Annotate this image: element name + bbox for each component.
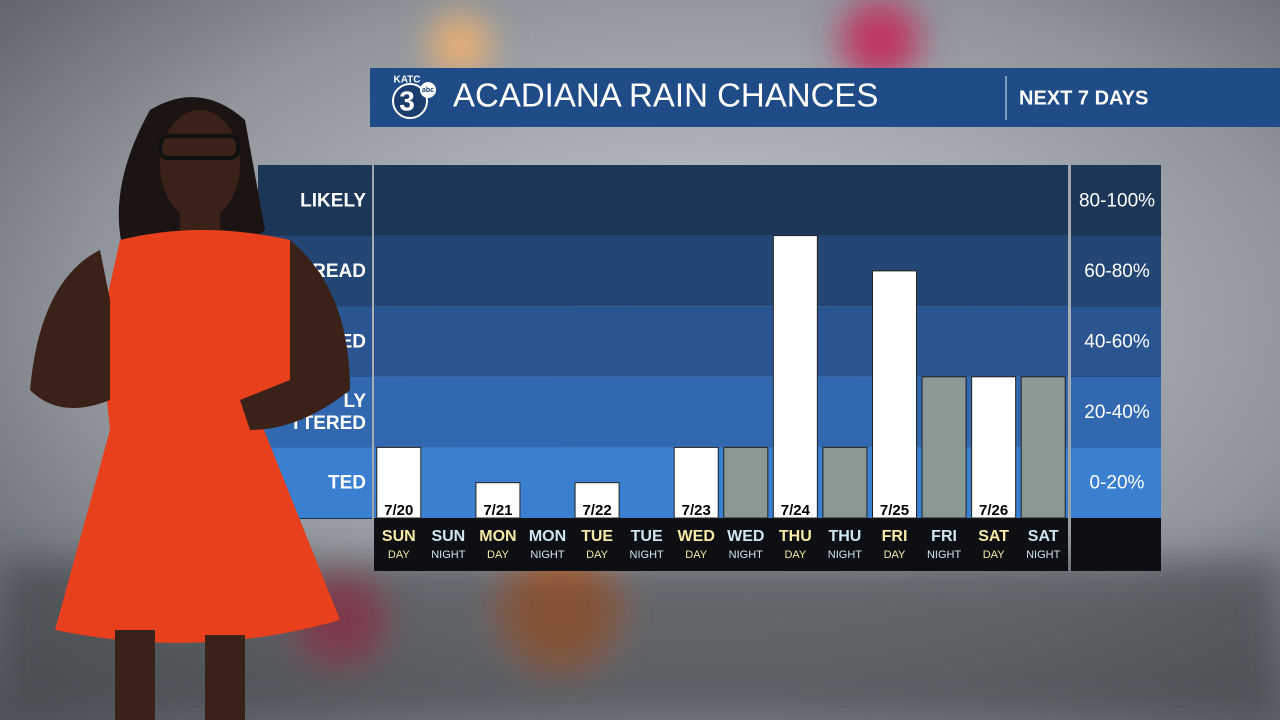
band-name: TED — [328, 473, 366, 494]
x-tick-sublabel: NIGHT — [431, 549, 466, 561]
x-tick-label: SUN — [431, 528, 465, 545]
band — [374, 235, 1068, 307]
bar — [475, 482, 521, 519]
band-range-bg — [1071, 306, 1161, 377]
band-range-bg — [1071, 447, 1161, 518]
date-label: 7/21 — [483, 502, 512, 519]
x-tick-sublabel: DAY — [983, 549, 1005, 561]
x-tick-label: SAT — [1028, 528, 1059, 545]
band-name: READ — [312, 261, 366, 282]
date-label: 7/22 — [582, 502, 611, 519]
date-label: 7/23 — [682, 502, 711, 519]
category-row — [374, 518, 1068, 571]
x-tick-label: TUE — [581, 528, 613, 545]
band-range-bg — [1071, 376, 1161, 448]
band-range-label: 20-40% — [1084, 402, 1150, 423]
bar — [772, 235, 818, 519]
bar — [673, 446, 719, 519]
x-tick-label: TUE — [631, 528, 663, 545]
band — [374, 306, 1068, 377]
chart-title: ACADIANA RAIN CHANCES — [453, 77, 878, 114]
x-tick-label: MON — [479, 528, 516, 545]
x-tick-sublabel: DAY — [685, 549, 707, 561]
date-label: 7/20 — [384, 502, 413, 519]
x-tick-sublabel: NIGHT — [530, 549, 565, 561]
bar — [971, 376, 1017, 519]
x-tick-label: THU — [779, 528, 812, 545]
x-tick-label: FRI — [882, 528, 908, 545]
date-label: 7/25 — [880, 502, 909, 519]
x-tick-label: FRI — [931, 528, 957, 545]
band-name: TTERED — [290, 413, 366, 434]
x-tick-label: SAT — [978, 528, 1009, 545]
x-tick-sublabel: DAY — [784, 549, 806, 561]
period-label: NEXT 7 DAYS — [1019, 87, 1148, 109]
logo-circle — [392, 83, 428, 119]
date-label: 7/24 — [781, 502, 811, 519]
bar — [822, 446, 868, 519]
x-tick-sublabel: DAY — [388, 549, 410, 561]
x-tick-sublabel: NIGHT — [927, 549, 962, 561]
x-tick-sublabel: DAY — [586, 549, 608, 561]
band-name: LIKELY — [300, 190, 366, 211]
band-name-bg — [258, 165, 372, 236]
x-tick-sublabel: NIGHT — [729, 549, 764, 561]
bar — [921, 376, 967, 519]
logo-top: KATC — [393, 75, 420, 86]
date-label: 7/26 — [979, 502, 1008, 519]
bar — [723, 446, 769, 519]
chart: 0-20%TED20-40%LYTTERED40-60%ED60-80%READ… — [258, 165, 1161, 561]
presenter — [30, 97, 350, 720]
band — [374, 165, 1068, 236]
bar — [872, 270, 917, 519]
band-range-bg — [1071, 235, 1161, 307]
x-tick-label: MON — [529, 528, 566, 545]
x-tick-sublabel: NIGHT — [1026, 549, 1061, 561]
band-range-label: 80-100% — [1079, 190, 1155, 211]
band-range-label: 40-60% — [1084, 332, 1150, 353]
band-range-bg — [1071, 165, 1161, 236]
x-tick-label: THU — [828, 528, 861, 545]
x-tick-sublabel: DAY — [884, 549, 906, 561]
bar — [1020, 376, 1066, 519]
bar — [376, 446, 422, 519]
x-tick-label: WED — [727, 528, 764, 545]
logo-number: 3 — [399, 85, 415, 116]
x-tick-label: SUN — [382, 528, 416, 545]
x-tick-sublabel: DAY — [487, 549, 509, 561]
logo-network: abc — [422, 87, 434, 94]
x-tick-sublabel: NIGHT — [630, 549, 665, 561]
logo-network-circle — [420, 82, 436, 98]
bar — [574, 482, 620, 519]
band-range-label: 60-80% — [1084, 261, 1150, 282]
x-tick-sublabel: NIGHT — [828, 549, 863, 561]
band-name: LY — [343, 391, 366, 412]
x-tick-label: WED — [678, 528, 715, 545]
header-bar — [370, 68, 1280, 127]
band-range-label: 0-20% — [1090, 473, 1145, 494]
